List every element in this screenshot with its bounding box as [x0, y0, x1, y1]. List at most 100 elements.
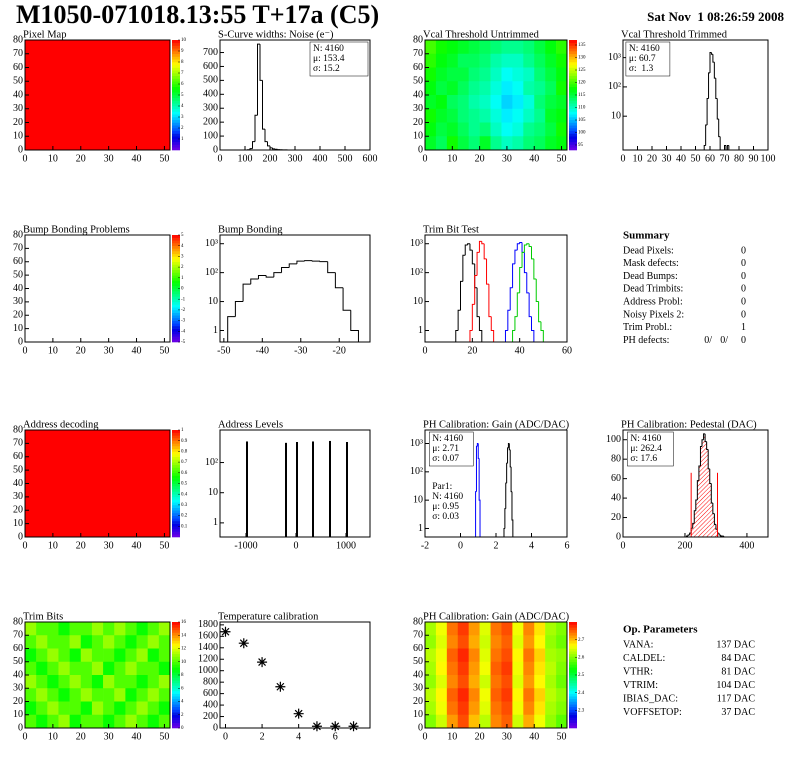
histogram-bin	[709, 51, 712, 73]
histogram-bin	[531, 246, 534, 260]
heatmap-cell	[490, 622, 502, 636]
heatmap-cell	[91, 635, 104, 649]
palette-step	[569, 680, 577, 684]
histogram-bin	[476, 287, 480, 318]
histogram-bin	[249, 148, 253, 150]
heatmap-cell	[468, 661, 480, 676]
y-tick-label: 10²	[608, 81, 621, 92]
palette-step	[569, 51, 577, 55]
palette-step	[172, 53, 180, 57]
palette-step	[172, 288, 180, 292]
heatmap-cell	[435, 701, 448, 716]
palette-step	[172, 141, 180, 145]
heatmap-cell	[125, 675, 137, 689]
palette-step	[569, 667, 577, 670]
heatmap-cell	[457, 108, 469, 123]
heatmap-cell	[468, 675, 480, 689]
palette-step	[569, 651, 577, 655]
histogram-bin	[703, 144, 706, 150]
heatmap-cell	[446, 81, 459, 96]
histogram-bin	[693, 510, 696, 524]
summary-value: 0	[741, 258, 746, 269]
x-tick-label: 30	[662, 153, 672, 164]
palette-tick-label: 0.1	[181, 524, 188, 529]
histogram-bin	[471, 250, 475, 265]
histogram-bin	[510, 466, 512, 493]
plot-frame	[219, 621, 371, 729]
histogram-bin	[713, 513, 716, 525]
heatmap-cell	[80, 675, 93, 689]
histogram-bin	[507, 443, 510, 448]
heatmap-cell	[512, 622, 524, 636]
heatmap-cell	[425, 635, 437, 649]
heatmap-cell	[468, 622, 480, 636]
x-tick-label: 0	[23, 345, 28, 356]
palette-step	[172, 73, 180, 77]
heatmap-cell	[468, 688, 480, 702]
heatmap-cell	[36, 661, 48, 676]
y-tick-label: 60	[413, 62, 423, 73]
histogram-bin	[523, 252, 527, 274]
heatmap-cell	[479, 122, 491, 137]
histogram-bin	[705, 124, 708, 146]
histogram-bin	[531, 316, 535, 342]
heatmap-cell	[103, 635, 115, 649]
palette-step	[172, 720, 180, 723]
heatmap-cell	[490, 661, 502, 676]
palette-step	[172, 269, 180, 273]
chart-panel: Bump Bonding -50 -40 -30 -20 1 10 10² 10³	[205, 224, 371, 356]
stats-line: σ: 15.2	[313, 64, 340, 74]
palette-step	[172, 42, 180, 46]
x-tick-label: 10	[633, 153, 643, 164]
palette-step	[172, 486, 180, 490]
palette-step	[569, 73, 577, 77]
x-tick-label: 0	[621, 153, 626, 164]
heatmap-cell	[545, 122, 557, 137]
parameter-value: 84 DAC	[721, 653, 755, 664]
heatmap-cell	[446, 95, 459, 110]
x-tick-label: 0	[218, 153, 223, 164]
heatmap-cell	[457, 95, 469, 110]
palette-step	[569, 147, 577, 151]
heatmap-cell	[534, 622, 546, 636]
palette-tick-label: 4	[181, 104, 184, 109]
palette-step	[569, 720, 577, 723]
palette-step	[569, 714, 577, 718]
y-tick-label: 60	[13, 451, 23, 462]
heatmap-cell	[25, 661, 37, 676]
heatmap-cell	[534, 53, 546, 68]
heatmap-cell	[490, 122, 502, 137]
heatmap-cell	[158, 635, 171, 649]
palette-step	[172, 464, 180, 468]
heatmap-cell	[435, 108, 448, 123]
histogram-bin	[475, 491, 477, 537]
histogram-bin	[509, 287, 513, 311]
palette-step	[172, 339, 180, 343]
heatmap-cell	[435, 122, 448, 137]
stats-line: σ: 0.07	[432, 454, 459, 464]
histogram-bin	[692, 522, 695, 529]
y-tick-label: 30	[13, 683, 23, 694]
palette-step	[172, 136, 180, 140]
y-tick-label: 1	[213, 517, 218, 528]
palette-tick-label: 115	[578, 93, 586, 98]
heatmap-cell	[147, 688, 160, 702]
palette-step	[569, 635, 577, 639]
summary-label: Dead Pixels:	[623, 245, 674, 256]
heatmap-cell	[425, 675, 437, 689]
plot-frame	[424, 234, 568, 343]
heatmap-cell	[91, 688, 104, 702]
heatmap-cell	[47, 675, 59, 689]
histogram-bin	[478, 458, 481, 537]
histogram-bin	[708, 72, 710, 99]
palette-step	[172, 309, 180, 313]
palette-step	[569, 637, 577, 641]
palette-step	[172, 328, 180, 332]
y-tick-label: 0	[213, 722, 218, 733]
y-tick-label: 70	[13, 630, 23, 641]
level-spike	[296, 442, 298, 537]
palette-step	[172, 240, 180, 244]
palette-step	[172, 267, 180, 271]
palette-tick-label: 2.5	[578, 673, 585, 678]
palette-tick-label: 8	[181, 60, 184, 65]
